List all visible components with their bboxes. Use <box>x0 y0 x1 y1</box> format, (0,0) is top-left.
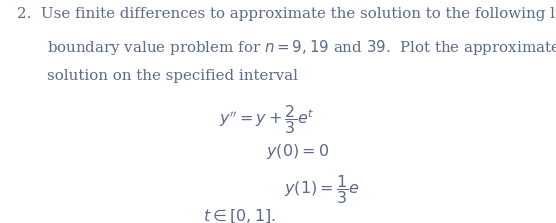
Text: $y(0) = 0$: $y(0) = 0$ <box>266 142 329 161</box>
Text: $t \in [0, 1].$: $t \in [0, 1].$ <box>202 208 276 223</box>
Text: $y(1) = \dfrac{1}{3}e$: $y(1) = \dfrac{1}{3}e$ <box>284 173 359 206</box>
Text: boundary value problem for $n = 9, 19$ and $39$.  Plot the approximate: boundary value problem for $n = 9, 19$ a… <box>47 38 556 57</box>
Text: 2.  Use finite differences to approximate the solution to the following linear: 2. Use finite differences to approximate… <box>17 7 556 21</box>
Text: solution on the specified interval: solution on the specified interval <box>47 69 298 83</box>
Text: $y'' = y + \dfrac{2}{3}e^{t}$: $y'' = y + \dfrac{2}{3}e^{t}$ <box>219 103 315 136</box>
